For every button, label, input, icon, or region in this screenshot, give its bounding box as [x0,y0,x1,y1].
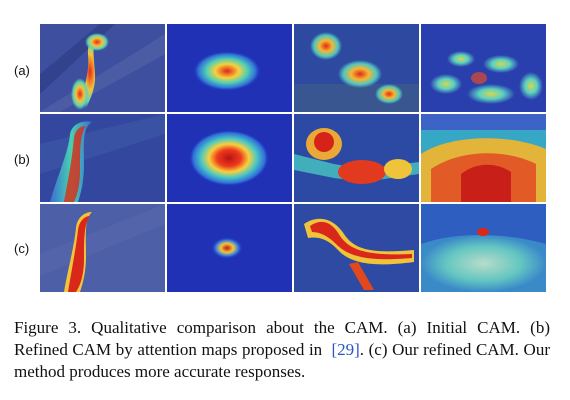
cam-image-b-bird-neck [40,114,165,202]
cam-image-a-flying-bird [294,24,419,112]
row-label-a: (a) [14,63,30,78]
citation-link[interactable]: [29] [331,340,360,359]
cam-image-c-flying-bird [294,204,419,292]
cam-image-b-flying-bird [294,114,419,202]
cam-image-b-center-blob [167,114,292,202]
cam-image-b-scattered [421,114,546,202]
cam-image-c-center-blob [167,204,292,292]
cam-image-a-bird-neck [40,24,165,112]
cam-image-a-scattered [421,24,546,112]
cam-image-c-bird-neck [40,204,165,292]
cam-image-grid [40,24,547,296]
caption-text-part2: . (c) Our refined CAM. Our method produc… [14,340,550,381]
cam-image-c-scattered [421,204,546,292]
figure-caption: Figure 3. Qualitative comparison about t… [14,317,550,383]
cam-image-a-center-blob [167,24,292,112]
caption-text-part1: Figure 3. Qualitative comparison about t… [14,318,550,359]
row-label-c: (c) [14,241,30,256]
row-label-b: (b) [14,152,30,167]
